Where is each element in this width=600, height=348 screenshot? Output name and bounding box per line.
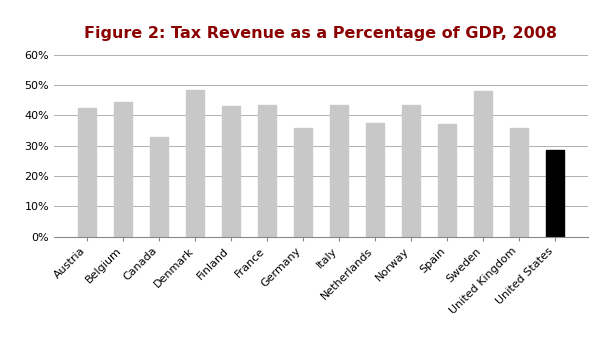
Title: Figure 2: Tax Revenue as a Percentage of GDP, 2008: Figure 2: Tax Revenue as a Percentage of… (85, 26, 557, 41)
Bar (330, 105, 348, 237)
Bar (510, 127, 528, 237)
Bar (114, 102, 132, 237)
Bar (294, 127, 312, 237)
Bar (150, 137, 168, 237)
Bar (222, 106, 240, 237)
Bar (258, 105, 276, 237)
Bar (438, 125, 456, 237)
Bar (474, 91, 492, 237)
Bar (186, 90, 204, 237)
Bar (402, 105, 420, 237)
Bar (78, 108, 96, 237)
Bar (546, 150, 564, 237)
Bar (366, 123, 384, 237)
